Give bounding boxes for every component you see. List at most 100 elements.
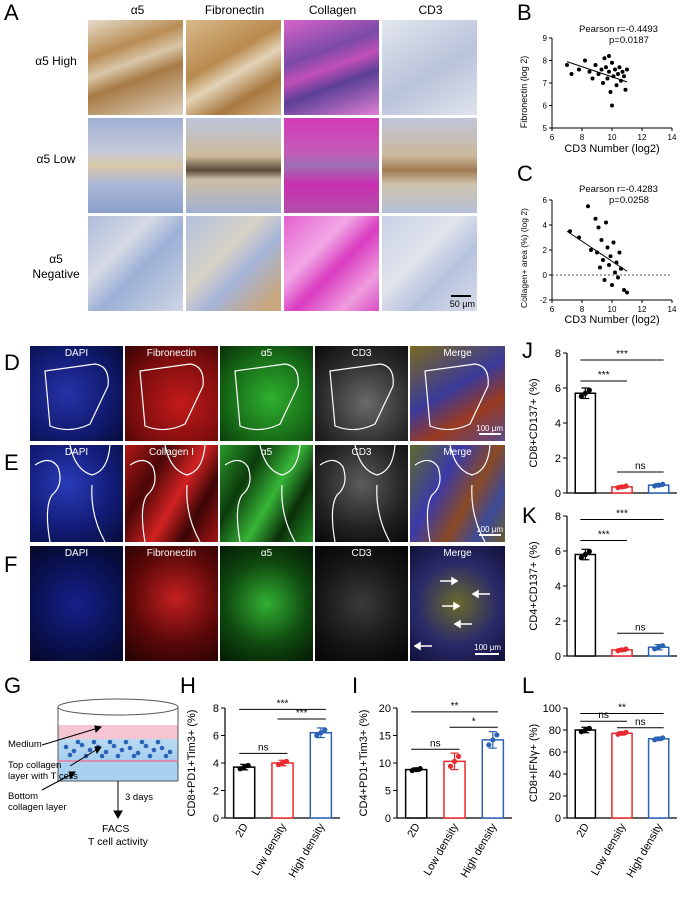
sig-label: * bbox=[472, 716, 476, 727]
data-point bbox=[569, 72, 574, 76]
data-point bbox=[605, 76, 610, 81]
y-axis-label: CD8+CD137+ (%) bbox=[528, 378, 540, 467]
y-tick-label: 0 bbox=[385, 813, 391, 825]
row-label-negative: α5 Negative bbox=[32, 252, 80, 281]
label-bottom2: collagen layer bbox=[8, 802, 67, 813]
x-tick-label: 6 bbox=[550, 305, 555, 314]
t-cell bbox=[159, 745, 165, 751]
t-cell bbox=[87, 747, 93, 753]
data-point bbox=[602, 278, 607, 282]
data-point bbox=[610, 103, 614, 108]
t-cell bbox=[127, 745, 133, 751]
data-point bbox=[601, 81, 605, 85]
medium-layer bbox=[58, 725, 178, 739]
replicate-dot bbox=[586, 725, 592, 731]
data-point bbox=[620, 69, 625, 74]
replicate-dot bbox=[656, 482, 662, 488]
y-tick-label: 8 bbox=[555, 348, 561, 360]
scale-bar-e bbox=[479, 534, 501, 536]
label-f-cd3: CD3 bbox=[351, 548, 372, 559]
y-tick-label: 0 bbox=[543, 271, 548, 280]
y-tick-label: 4 bbox=[213, 758, 219, 770]
panel-label-f: F bbox=[4, 552, 18, 577]
data-point bbox=[622, 288, 626, 292]
fit-line bbox=[566, 61, 628, 83]
row-label-low: α5 Low bbox=[36, 152, 76, 166]
label-days: 3 days bbox=[125, 792, 153, 803]
data-point bbox=[593, 63, 598, 67]
t-cell bbox=[167, 749, 173, 755]
replicate-dot bbox=[578, 555, 584, 561]
sig-label: *** bbox=[296, 708, 308, 719]
y-tick-label: 40 bbox=[549, 769, 561, 781]
replicate-dot bbox=[660, 643, 666, 649]
panel-label-a: A bbox=[4, 0, 19, 25]
label-facs1: FACS bbox=[102, 823, 129, 835]
y-tick-label: 4 bbox=[543, 221, 548, 230]
y-axis-label: CD4+CD137+ (%) bbox=[528, 541, 540, 630]
t-cell bbox=[155, 739, 161, 745]
t-cell bbox=[103, 749, 109, 755]
fluor-d-dapi: DAPI bbox=[30, 346, 123, 441]
replicate-dot bbox=[623, 646, 629, 652]
replicate-dot bbox=[283, 758, 290, 764]
y-tick-label: 7 bbox=[543, 79, 548, 88]
x-tick-label: Low density bbox=[250, 821, 290, 878]
panel-label-g: G bbox=[4, 673, 22, 698]
sig-label: ns bbox=[258, 742, 269, 753]
replicate-dot bbox=[279, 760, 286, 766]
y-tick-label: 6 bbox=[555, 546, 561, 558]
row-label-high: α5 High bbox=[35, 54, 77, 68]
bar bbox=[232, 766, 256, 819]
label-medium: Medium bbox=[8, 739, 42, 750]
data-point bbox=[605, 245, 610, 250]
outline-e bbox=[34, 445, 491, 542]
x-tick-label: 6 bbox=[550, 133, 555, 142]
bar bbox=[309, 732, 333, 819]
y-tick-label: 4 bbox=[555, 418, 561, 430]
label-d-dapi: DAPI bbox=[64, 348, 89, 359]
label-e-collagen: Collagen I bbox=[148, 447, 195, 458]
panel-label-i: I bbox=[352, 673, 359, 698]
x-tick-label: 8 bbox=[580, 305, 585, 314]
data-point bbox=[625, 290, 629, 295]
x-tick-label: High density bbox=[625, 821, 666, 880]
x-tick-label: 12 bbox=[638, 305, 647, 314]
panel-label-h: H bbox=[180, 673, 196, 698]
bar bbox=[574, 729, 597, 819]
label-f-alpha5: α5 bbox=[260, 548, 273, 559]
data-point bbox=[607, 54, 611, 58]
y-tick-label: 6 bbox=[543, 196, 548, 205]
t-cell bbox=[99, 753, 105, 759]
stat-pearson-b: Pearson r=-0.4493 bbox=[579, 24, 658, 35]
t-cell bbox=[131, 753, 137, 759]
x-tick-label: High density bbox=[459, 821, 500, 880]
panel-label-l: L bbox=[522, 673, 535, 698]
sig-label: ** bbox=[451, 701, 459, 712]
data-point bbox=[565, 63, 569, 67]
label-f-merge: Merge bbox=[443, 548, 472, 559]
t-cell bbox=[143, 743, 149, 749]
bar bbox=[404, 768, 428, 819]
data-point bbox=[608, 254, 613, 259]
ihc-cd3-low bbox=[382, 118, 477, 213]
sig-label: ns bbox=[635, 622, 646, 633]
replicate-dot bbox=[615, 648, 621, 654]
fluor-f-alpha5: α5 bbox=[220, 546, 313, 661]
y-tick-label: 8 bbox=[555, 511, 561, 523]
panel-k-bar: 0 2 4 6 8 CD4+CD137+ (%) *** ns *** bbox=[528, 509, 677, 663]
x-tick-label: 14 bbox=[668, 305, 677, 314]
sig-label: *** bbox=[616, 349, 628, 360]
t-cell bbox=[79, 742, 85, 748]
data-point bbox=[586, 204, 590, 209]
y-tick-label: 20 bbox=[549, 791, 561, 803]
scale-bar-e-label: 100 μm bbox=[476, 525, 503, 534]
y-tick-label: 0 bbox=[213, 813, 219, 825]
y-axis-label: CD8+IFNγ+ (%) bbox=[528, 724, 540, 802]
x-tick-label: 12 bbox=[638, 133, 647, 142]
bar bbox=[611, 732, 633, 819]
ihc-fibronectin-negative bbox=[186, 216, 281, 311]
y-tick-label: 80 bbox=[549, 725, 561, 737]
replicate-dot bbox=[652, 483, 658, 489]
